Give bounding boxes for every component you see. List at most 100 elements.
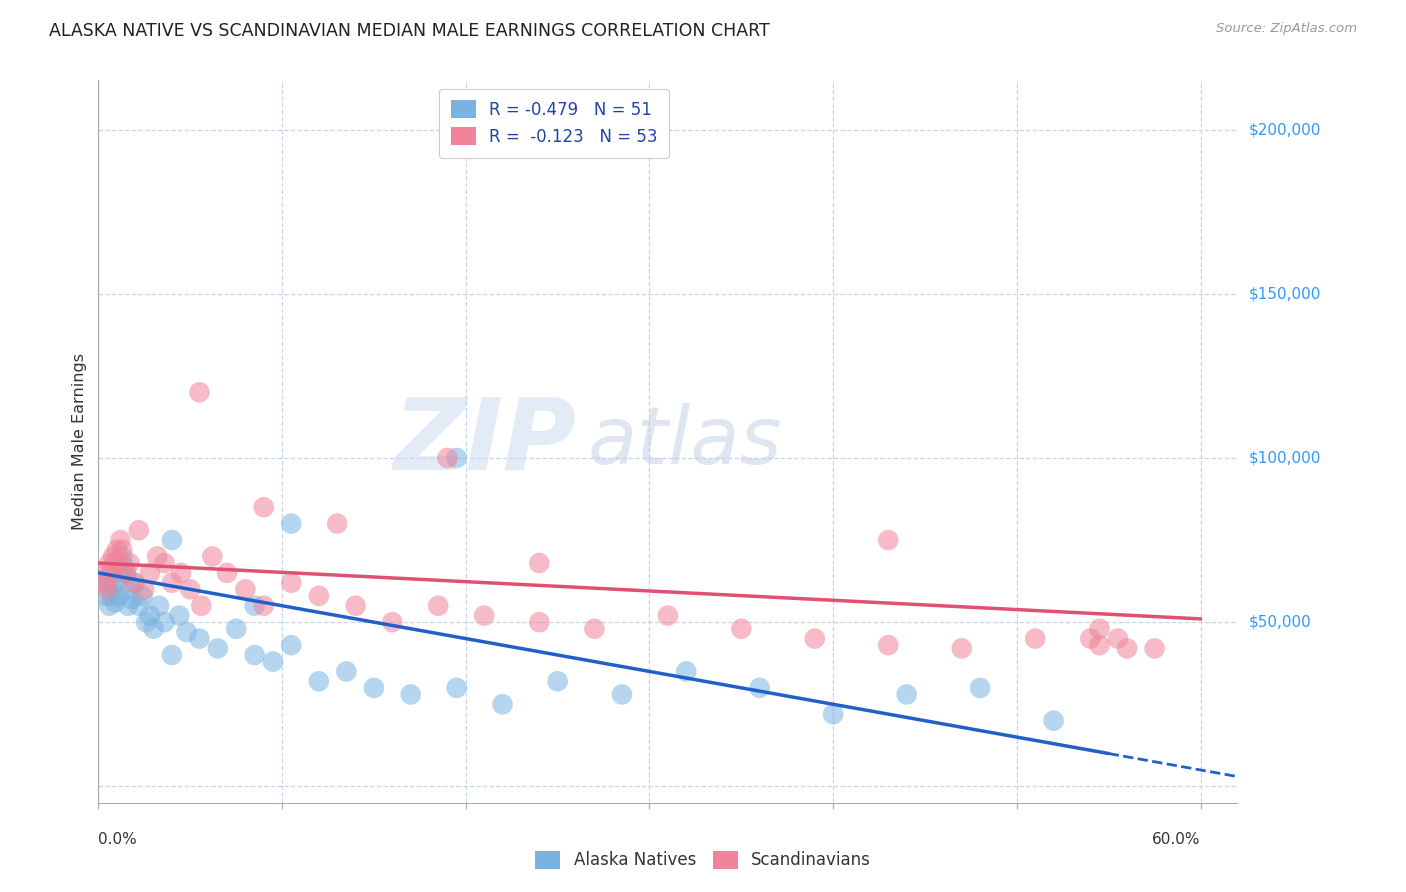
Point <box>547 674 569 689</box>
Point <box>280 638 302 652</box>
Point <box>896 687 918 701</box>
Point <box>122 575 145 590</box>
Point <box>436 450 458 465</box>
Point <box>308 674 330 689</box>
Point <box>1107 632 1129 646</box>
Point <box>399 687 422 701</box>
Point <box>253 599 276 613</box>
Point <box>100 566 122 580</box>
Point <box>326 516 349 531</box>
Point <box>446 450 468 465</box>
Point <box>657 608 679 623</box>
Point <box>491 698 513 712</box>
Point <box>104 595 127 609</box>
Point <box>153 615 176 630</box>
Point <box>131 589 153 603</box>
Point <box>100 589 122 603</box>
Point <box>446 681 468 695</box>
Point <box>529 615 551 630</box>
Point <box>1088 622 1111 636</box>
Point <box>363 681 385 695</box>
Point <box>583 622 606 636</box>
Point <box>148 599 170 613</box>
Point <box>124 575 146 590</box>
Point <box>107 556 129 570</box>
Point <box>115 566 138 580</box>
Point <box>280 575 302 590</box>
Point <box>243 648 266 662</box>
Point <box>146 549 169 564</box>
Point <box>128 599 150 613</box>
Point <box>823 707 845 722</box>
Point <box>1042 714 1064 728</box>
Point <box>344 599 367 613</box>
Point <box>675 665 697 679</box>
Point <box>139 566 162 580</box>
Point <box>170 566 193 580</box>
Point <box>135 615 157 630</box>
Point <box>235 582 257 597</box>
Point <box>176 625 198 640</box>
Point <box>188 385 211 400</box>
Point <box>98 599 121 613</box>
Point <box>97 582 120 597</box>
Point <box>117 599 139 613</box>
Point <box>427 599 450 613</box>
Point <box>877 533 900 547</box>
Point <box>160 533 183 547</box>
Point <box>128 523 150 537</box>
Text: 60.0%: 60.0% <box>1152 832 1201 847</box>
Point <box>225 622 247 636</box>
Legend: Alaska Natives, Scandinavians: Alaska Natives, Scandinavians <box>526 840 880 880</box>
Point <box>253 500 276 515</box>
Y-axis label: Median Male Earnings: Median Male Earnings <box>72 353 87 530</box>
Point <box>167 608 190 623</box>
Point <box>190 599 212 613</box>
Point <box>280 516 302 531</box>
Point <box>112 559 135 574</box>
Point <box>179 582 201 597</box>
Text: $100,000: $100,000 <box>1249 450 1320 466</box>
Point <box>121 592 143 607</box>
Point <box>101 549 124 564</box>
Point <box>1024 632 1046 646</box>
Point <box>115 566 138 580</box>
Point <box>308 589 330 603</box>
Point <box>97 575 120 590</box>
Point <box>804 632 827 646</box>
Point <box>748 681 770 695</box>
Point <box>110 533 132 547</box>
Point <box>335 665 357 679</box>
Point <box>110 566 132 580</box>
Point <box>101 582 124 597</box>
Point <box>610 687 633 701</box>
Point <box>877 638 900 652</box>
Point <box>104 556 127 570</box>
Text: ALASKA NATIVE VS SCANDINAVIAN MEDIAN MALE EARNINGS CORRELATION CHART: ALASKA NATIVE VS SCANDINAVIAN MEDIAN MAL… <box>49 22 770 40</box>
Point <box>262 655 284 669</box>
Point <box>215 566 238 580</box>
Point <box>969 681 991 695</box>
Point <box>118 582 141 597</box>
Point <box>105 575 128 590</box>
Point <box>207 641 229 656</box>
Point <box>98 556 121 570</box>
Point <box>118 556 141 570</box>
Point <box>381 615 404 630</box>
Point <box>1116 641 1139 656</box>
Text: Source: ZipAtlas.com: Source: ZipAtlas.com <box>1216 22 1357 36</box>
Point <box>142 622 165 636</box>
Text: $50,000: $50,000 <box>1249 615 1312 630</box>
Point <box>94 589 117 603</box>
Point <box>111 549 134 564</box>
Text: ZIP: ZIP <box>394 393 576 490</box>
Point <box>139 608 162 623</box>
Point <box>160 648 183 662</box>
Text: $200,000: $200,000 <box>1249 122 1320 137</box>
Point <box>160 575 183 590</box>
Point <box>188 632 211 646</box>
Point <box>93 573 115 587</box>
Point <box>730 622 752 636</box>
Point <box>1088 638 1111 652</box>
Point <box>93 566 115 580</box>
